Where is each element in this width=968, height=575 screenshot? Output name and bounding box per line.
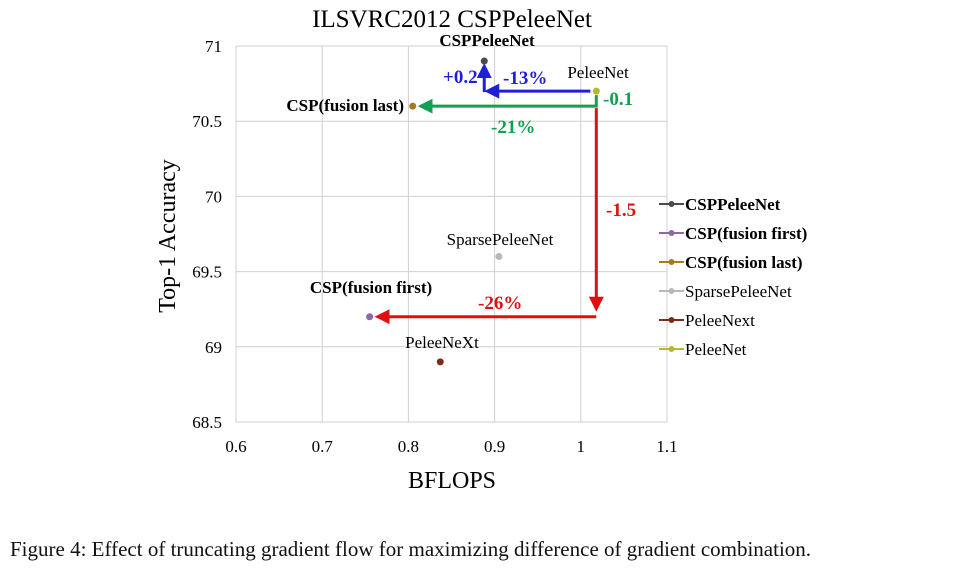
x-tick-label: 0.7 [312,437,334,456]
y-tick-labels: 68.5 69 69.5 70 70.5 71 [192,37,222,432]
x-axis-label: BFLOPS [408,468,496,494]
x-tick-label: 1 [577,437,586,456]
annotation-minus-26-percent: -26% [478,293,522,314]
data-point [480,57,488,65]
y-tick-label: 69.5 [192,263,222,282]
data-points [366,57,600,366]
legend-marker [668,288,675,294]
legend-entry: CSPPeleeNet [685,195,781,214]
legend-marker [668,201,675,207]
y-axis-label: Top-1 Accuracy [155,159,181,313]
legend-marker [668,346,675,352]
x-tick-labels: 0.6 0.7 0.8 0.9 1 1.1 [225,437,677,456]
figure-caption: Figure 4: Effect of truncating gradient … [10,537,812,561]
annotation-minus-1-5: -1.5 [606,200,636,221]
y-tick-label: 71 [205,37,222,56]
legend: CSPPeleeNet CSP(fusion first) CSP(fusion l… [659,195,807,359]
flops-reduction-arrow-fusion-last [417,95,598,114]
data-point [436,358,444,366]
x-tick-label: 1.1 [656,437,677,456]
annotation-plus-0-2: +0.2 [443,67,478,88]
data-point [592,87,600,95]
point-label-peleenet: PeleeNet [567,63,629,82]
point-label-sparsepeleenet: SparsePeleeNet [447,230,554,249]
annotation-minus-13-percent: -13% [503,68,547,89]
point-label-fusion-first: CSP(fusion first) [310,278,432,297]
x-tick-label: 0.6 [225,437,246,456]
chart-title: ILSVRC2012 CSPPeleeNet [312,6,592,33]
annotation-minus-0-1: -0.1 [603,89,633,110]
x-tick-label: 0.8 [398,437,419,456]
y-tick-label: 70.5 [192,112,222,131]
annotation-minus-21-percent: -21% [491,117,535,138]
point-label-csppeleenet: CSPPeleeNet [439,31,535,50]
point-label-fusion-last: CSP(fusion last) [286,96,404,115]
legend-marker [668,259,675,265]
data-point [495,253,503,261]
data-point [366,313,374,321]
legend-entry: CSP(fusion first) [685,224,807,243]
legend-entry: PeleeNext [685,311,755,330]
legend-entry: CSP(fusion last) [685,253,803,272]
y-tick-label: 69 [205,338,222,357]
point-label-peleenext: PeleeNeXt [405,333,479,352]
legend-marker [668,317,675,323]
chart: ILSVRC2012 CSPPeleeNet 0.6 0.7 0.8 0.9 1 1.1 … [155,6,807,494]
legend-entry: SparsePeleeNet [685,282,792,301]
y-tick-label: 68.5 [192,413,222,432]
legend-entry: PeleeNet [685,340,747,359]
y-tick-label: 70 [205,187,222,206]
data-point [409,102,417,110]
x-tick-label: 0.9 [484,437,505,456]
annotation-arrows [374,63,604,325]
legend-marker [668,230,675,236]
